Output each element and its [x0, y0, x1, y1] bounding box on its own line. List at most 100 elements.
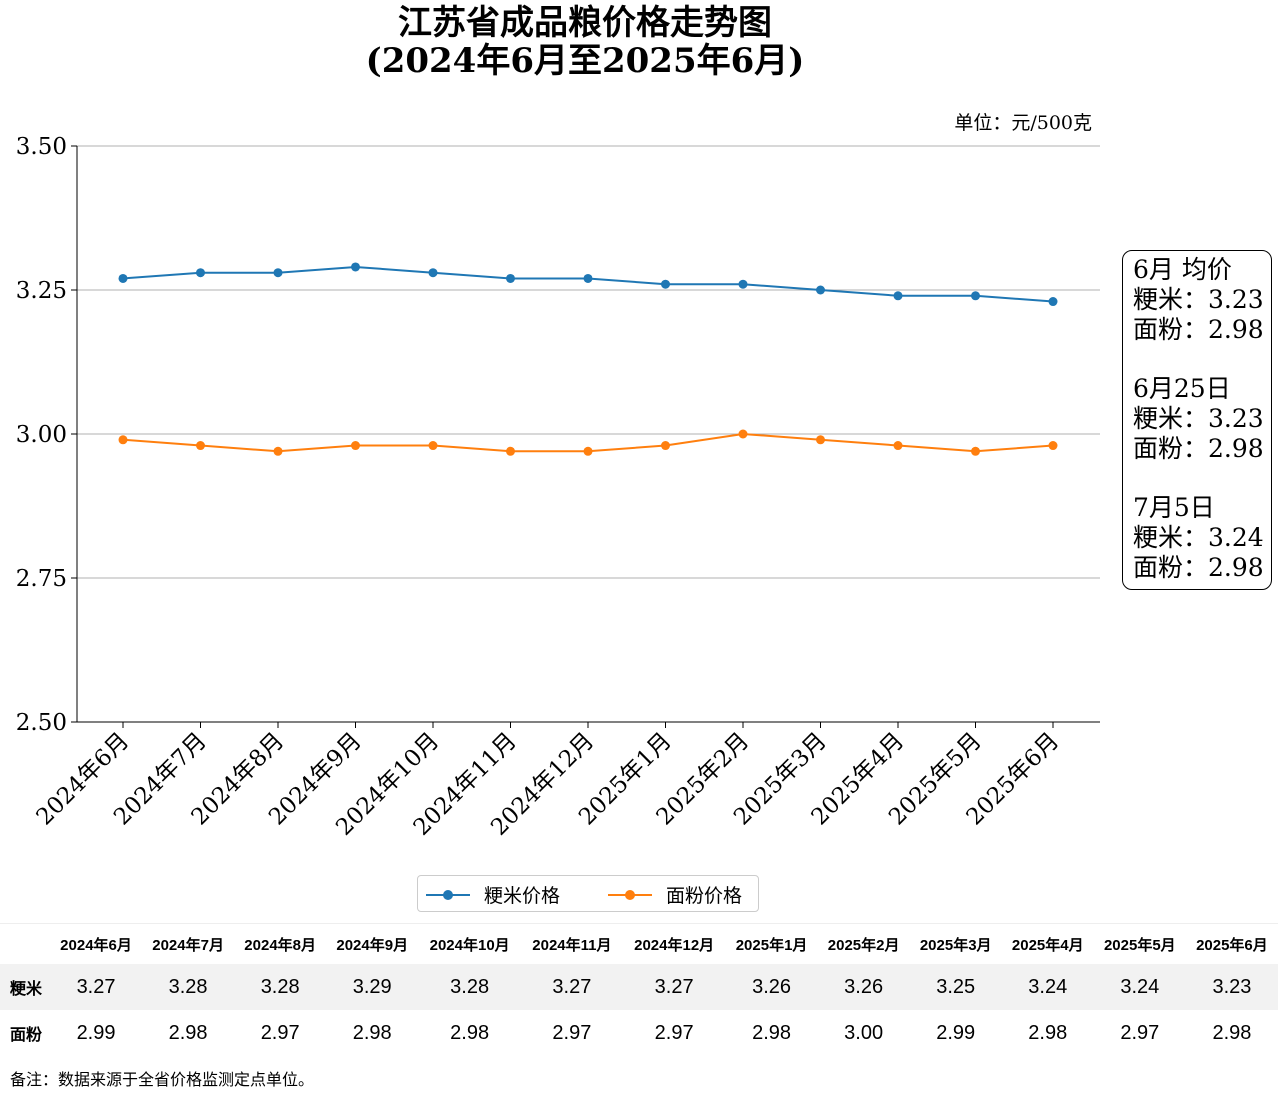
- x-axis-ticks: 2024年6月2024年7月2024年8月2024年9月2024年10月2024…: [32, 722, 1064, 841]
- table-column-header: 2024年12月: [622, 923, 726, 964]
- avg-group-heading: 6月25日: [1133, 374, 1231, 403]
- data-point: [351, 441, 360, 451]
- data-point: [1048, 297, 1058, 307]
- data-point: [971, 291, 980, 301]
- table-column-header: 2025年3月: [909, 923, 1002, 964]
- legend-marker-rice: [426, 889, 470, 900]
- chart-title: 江苏省成品粮价格走势图 (2024年6月至2025年6月): [0, 4, 1170, 80]
- table-cell: 2.98: [1185, 1010, 1278, 1056]
- data-point: [428, 441, 438, 451]
- table-cell: 2.97: [1093, 1010, 1186, 1056]
- table-row: 粳米 3.27 3.28 3.28 3.29 3.28 3.27 3.27 3.26 3.26 3.…: [0, 964, 1278, 1010]
- table-header-row: 2024年6月 2024年7月 2024年8月 2024年9月 2024年10月 2024…: [0, 923, 1278, 964]
- data-point: [351, 262, 360, 272]
- data-point: [583, 273, 593, 283]
- y-tick-label: 3.00: [16, 422, 67, 448]
- chart-title-line2: (2024年6月至2025年6月): [365, 41, 805, 81]
- legend-item-rice: 粳米价格: [426, 876, 560, 913]
- avg-group-rice: 粳米：3.24: [1133, 523, 1264, 552]
- table-column-header: 2024年6月: [50, 923, 143, 964]
- table-cell: 3.27: [50, 964, 143, 1010]
- avg-group-july5: 7月5日 粳米：3.24 面粉：2.98: [1133, 493, 1271, 583]
- legend-marker-flour: [608, 889, 652, 900]
- table-cell: 3.24: [1093, 964, 1186, 1010]
- table-cell: 2.97: [234, 1010, 327, 1056]
- data-point: [118, 273, 128, 283]
- legend-label-flour: 面粉价格: [666, 885, 743, 907]
- y-axis-ticks: 2.50 2.75 3.00 3.25 3.50: [16, 134, 77, 736]
- data-point: [506, 273, 515, 283]
- y-tick-label: 3.50: [16, 134, 67, 160]
- table-cell: 3.28: [234, 964, 327, 1010]
- avg-group-heading: 6月 均价: [1133, 255, 1232, 284]
- table-cell: 2.99: [909, 1010, 1002, 1056]
- line-chart: 2.50 2.75 3.00 3.25 3.50 2024年6月2024年7月2024年…: [16, 134, 1100, 841]
- table-cell: 2.97: [622, 1010, 726, 1056]
- table-cell: 2.98: [326, 1010, 419, 1056]
- series-layer: [118, 262, 1058, 456]
- footnote: 备注：数据来源于全省价格监测定点单位。: [10, 1070, 315, 1089]
- avg-group-june25: 6月25日 粳米：3.23 面粉：2.98: [1133, 374, 1271, 464]
- table-cell: 3.28: [418, 964, 522, 1010]
- data-point: [506, 446, 515, 456]
- data-point: [893, 291, 903, 301]
- table-cell: 2.99: [50, 1010, 143, 1056]
- table-cell: 3.27: [622, 964, 726, 1010]
- table-cell: 2.98: [418, 1010, 522, 1056]
- table-cell: 3.28: [142, 964, 235, 1010]
- table-cell: 3.26: [817, 964, 910, 1010]
- avg-group-rice: 粳米：3.23: [1133, 404, 1264, 433]
- data-point: [661, 441, 670, 451]
- price-table: 2024年6月 2024年7月 2024年8月 2024年9月 2024年10月 2024…: [0, 923, 1278, 1056]
- price-table-wrapper: 2024年6月 2024年7月 2024年8月 2024年9月 2024年10月 2024…: [0, 923, 1278, 1056]
- table-row-label: 粳米: [0, 964, 50, 1010]
- data-point: [273, 446, 283, 456]
- data-point: [661, 279, 670, 289]
- series-line-0: [122, 265, 1054, 303]
- table-cell: 3.00: [817, 1010, 910, 1056]
- data-point: [583, 446, 593, 456]
- data-point: [428, 268, 438, 278]
- data-point: [196, 268, 205, 278]
- table-column-header: 2024年9月: [326, 923, 419, 964]
- chart-legend: 粳米价格 面粉价格: [417, 875, 759, 912]
- avg-group-heading: 7月5日: [1133, 493, 1215, 522]
- data-point: [738, 279, 748, 289]
- table-cell: 3.23: [1185, 964, 1278, 1010]
- table-cell: 3.24: [1001, 964, 1094, 1010]
- data-point: [738, 429, 748, 439]
- table-cell: 2.97: [521, 1010, 623, 1056]
- avg-group-rice: 粳米：3.23: [1133, 285, 1264, 314]
- y-tick-label: 2.50: [16, 710, 67, 736]
- average-price-box: 6月 均价 粳米：3.23 面粉：2.98 6月25日 粳米：3.23 面粉：2…: [1122, 250, 1272, 590]
- avg-group-june: 6月 均价 粳米：3.23 面粉：2.98: [1133, 255, 1271, 345]
- table-row: 面粉 2.99 2.98 2.97 2.98 2.98 2.97 2.97 2.98 3.00 2.…: [0, 1010, 1278, 1056]
- data-point: [273, 268, 283, 278]
- avg-group-flour: 面粉：2.98: [1133, 315, 1264, 344]
- table-column-header: 2024年8月: [234, 923, 327, 964]
- table-column-header: 2025年1月: [725, 923, 818, 964]
- table-cell: 2.98: [1001, 1010, 1094, 1056]
- table-cell: 3.25: [909, 964, 1002, 1010]
- table-column-header: 2024年11月: [521, 923, 623, 964]
- table-column-header: 2025年4月: [1001, 923, 1094, 964]
- table-corner-cell: [0, 923, 50, 964]
- table-cell: 3.26: [725, 964, 818, 1010]
- data-point: [893, 441, 903, 451]
- table-column-header: 2024年10月: [418, 923, 522, 964]
- grid-lines: [77, 145, 1100, 579]
- unit-label: 单位：元/500克: [954, 112, 1092, 134]
- avg-group-flour: 面粉：2.98: [1133, 434, 1264, 463]
- table-column-header: 2024年7月: [142, 923, 235, 964]
- chart-title-line1: 江苏省成品粮价格走势图: [398, 3, 772, 43]
- data-point: [118, 435, 128, 445]
- avg-group-flour: 面粉：2.98: [1133, 553, 1264, 582]
- table-cell: 2.98: [725, 1010, 818, 1056]
- table-column-header: 2025年6月: [1185, 923, 1278, 964]
- legend-label-rice: 粳米价格: [484, 885, 561, 907]
- table-cell: 2.98: [142, 1010, 235, 1056]
- y-tick-label: 2.75: [16, 566, 67, 592]
- table-column-header: 2025年5月: [1093, 923, 1186, 964]
- table-column-header: 2025年2月: [817, 923, 910, 964]
- data-point: [1048, 441, 1058, 451]
